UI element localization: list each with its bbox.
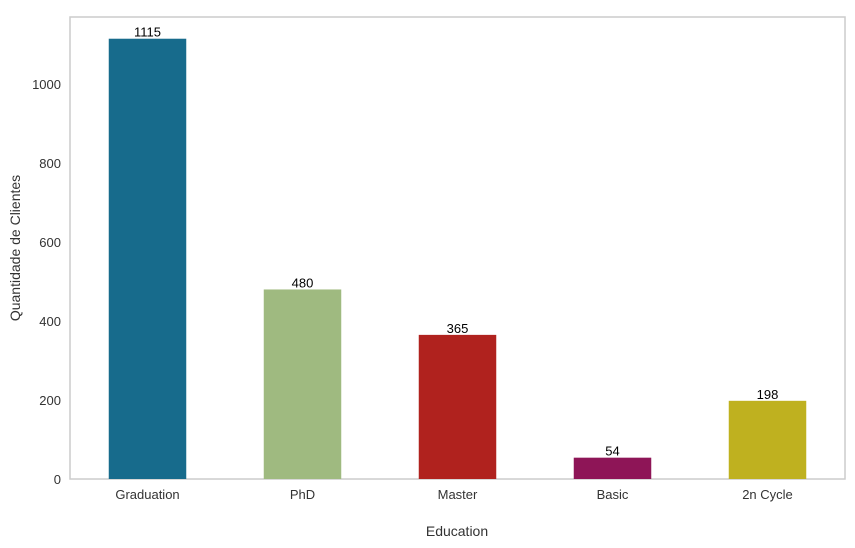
y-axis-title: Quantidade de Clientes — [7, 175, 23, 321]
bar-phd — [263, 289, 342, 479]
value-label: 1115 — [134, 25, 161, 40]
x-tick-label: 2n Cycle — [742, 487, 793, 502]
y-tick-label: 200 — [39, 393, 61, 408]
bar-graduation — [108, 38, 187, 479]
value-label: 198 — [757, 387, 779, 402]
bar-basic — [573, 457, 652, 479]
x-axis-title: Education — [426, 523, 488, 539]
value-labels-group: 1115 480 365 54 198 — [134, 25, 778, 459]
y-tick-label: 1000 — [32, 77, 61, 92]
y-tick-label: 600 — [39, 235, 61, 250]
y-tick-label: 400 — [39, 314, 61, 329]
x-tick-label: Master — [438, 487, 478, 502]
x-tick-labels: Graduation PhD Master Basic 2n Cycle — [115, 487, 792, 502]
bar-master — [418, 334, 497, 479]
x-tick-label: PhD — [290, 487, 315, 502]
y-tick-label: 0 — [54, 472, 61, 487]
x-tick-label: Graduation — [115, 487, 179, 502]
value-label: 54 — [605, 444, 619, 459]
bar-2n-cycle — [728, 400, 807, 479]
value-label: 480 — [292, 275, 314, 290]
x-tick-label: Basic — [597, 487, 629, 502]
bars-group — [108, 38, 807, 479]
y-tick-label: 800 — [39, 156, 61, 171]
y-tick-labels: 0 200 400 600 800 1000 — [32, 77, 61, 487]
value-label: 365 — [447, 321, 469, 336]
